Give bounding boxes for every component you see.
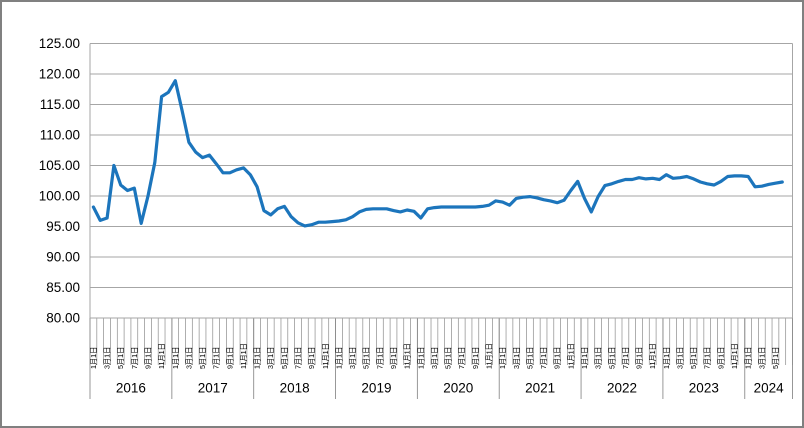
x-month-label: 11月1日: [321, 343, 330, 369]
x-month-label: 11月1日: [730, 343, 739, 369]
x-month-label: 11月1日: [648, 343, 657, 369]
x-month-label: 11月1日: [157, 343, 166, 369]
x-month-label: 7月1日: [212, 347, 221, 369]
x-month-label: 7月1日: [539, 347, 548, 369]
x-month-label: 9月1日: [389, 347, 398, 369]
x-month-label: 3月1日: [266, 347, 275, 369]
x-month-label: 1月1日: [662, 347, 671, 369]
x-year-label: 2019: [361, 381, 391, 396]
x-month-label: 5月1日: [116, 347, 125, 369]
x-month-label: 9月1日: [225, 347, 234, 369]
y-tick-label: 95.00: [46, 219, 80, 234]
x-month-label: 5月1日: [362, 347, 371, 369]
x-month-label: 1月1日: [498, 347, 507, 369]
y-tick-label: 115.00: [40, 97, 80, 112]
x-month-label: 3月1日: [594, 347, 603, 369]
x-month-label: 1月1日: [744, 347, 753, 369]
x-month-label: 3月1日: [430, 347, 439, 369]
y-tick-label: 125.00: [39, 36, 80, 51]
x-month-label: 1月1日: [334, 347, 343, 369]
x-year-label: 2022: [607, 381, 637, 396]
x-month-label: 1月1日: [171, 347, 180, 369]
x-month-label: 11月1日: [403, 343, 412, 369]
x-month-label: 1月1日: [253, 347, 262, 369]
x-year-label: 2021: [525, 381, 555, 396]
x-month-label: 7月1日: [621, 347, 630, 369]
x-month-label: 5月1日: [198, 347, 207, 369]
x-month-label: 3月1日: [348, 347, 357, 369]
x-month-label: 11月1日: [566, 343, 575, 369]
x-month-label: 9月1日: [716, 347, 725, 369]
y-tick-label: 105.00: [39, 158, 80, 173]
x-month-label: 9月1日: [635, 347, 644, 369]
x-year-label: 2017: [198, 381, 228, 396]
y-tick-label: 100.00: [39, 189, 80, 204]
x-month-label: 5月1日: [525, 347, 534, 369]
x-month-label: 3月1日: [103, 347, 112, 369]
x-month-label: 7月1日: [294, 347, 303, 369]
x-year-label: 2024: [754, 381, 785, 396]
x-month-label: 5月1日: [280, 347, 289, 369]
x-month-label: 7月1日: [130, 347, 139, 369]
x-month-label: 7月1日: [703, 347, 712, 369]
x-month-label: 9月1日: [144, 347, 153, 369]
x-month-label: 9月1日: [553, 347, 562, 369]
x-month-label: 5月1日: [444, 347, 453, 369]
x-year-label: 2016: [116, 381, 146, 396]
y-tick-label: 110.00: [40, 128, 80, 143]
x-year-label: 2023: [689, 381, 719, 396]
x-month-label: 3月1日: [512, 347, 521, 369]
x-month-label: 7月1日: [457, 347, 466, 369]
x-month-label: 3月1日: [184, 347, 193, 369]
x-month-label: 1月1日: [89, 347, 98, 369]
x-month-label: 7月1日: [375, 347, 384, 369]
data-series-line: [91, 79, 784, 228]
x-month-label: 11月1日: [239, 343, 248, 369]
y-tick-label: 80.00: [46, 311, 80, 326]
y-tick-label: 85.00: [46, 280, 80, 295]
x-month-label: 1月1日: [580, 347, 589, 369]
x-month-label: 11月1日: [485, 343, 494, 369]
x-month-label: 5月1日: [689, 347, 698, 369]
y-tick-label: 120.00: [39, 67, 80, 82]
x-month-label: 5月1日: [771, 347, 780, 369]
x-month-label: 3月1日: [757, 347, 766, 369]
x-month-label: 1月1日: [416, 347, 425, 369]
x-month-label: 9月1日: [471, 347, 480, 369]
x-month-label: 5月1日: [607, 347, 616, 369]
x-year-label: 2018: [280, 381, 310, 396]
x-year-label: 2020: [443, 381, 473, 396]
x-month-label: 9月1日: [307, 347, 316, 369]
y-tick-label: 90.00: [46, 250, 80, 265]
x-month-label: 3月1日: [676, 347, 685, 369]
